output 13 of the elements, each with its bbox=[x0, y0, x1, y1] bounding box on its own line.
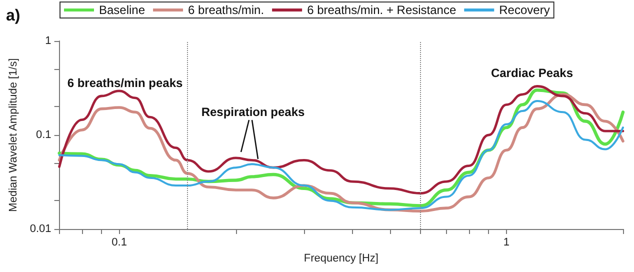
legend-label: Baseline bbox=[99, 3, 146, 17]
y-tick-label: 1 bbox=[45, 35, 52, 47]
legend-label: 6 breaths/min. + Resistance bbox=[307, 3, 456, 17]
annotation: 6 breaths/min peaks bbox=[67, 76, 184, 90]
x-axis-title: Frequency [Hz] bbox=[304, 252, 378, 264]
y-tick-label: 0.1 bbox=[36, 129, 52, 141]
annotation: Cardiac Peaks bbox=[490, 66, 574, 80]
y-tick-label: 0.01 bbox=[30, 223, 52, 235]
legend-label: Recovery bbox=[499, 3, 550, 17]
text: a) bbox=[6, 8, 20, 24]
annotation: Respiration peaks bbox=[201, 105, 306, 119]
legend-label: 6 breaths/min. bbox=[188, 3, 264, 17]
y-axis-title: Median Wavelet Amplitude [1/s] bbox=[8, 58, 20, 212]
